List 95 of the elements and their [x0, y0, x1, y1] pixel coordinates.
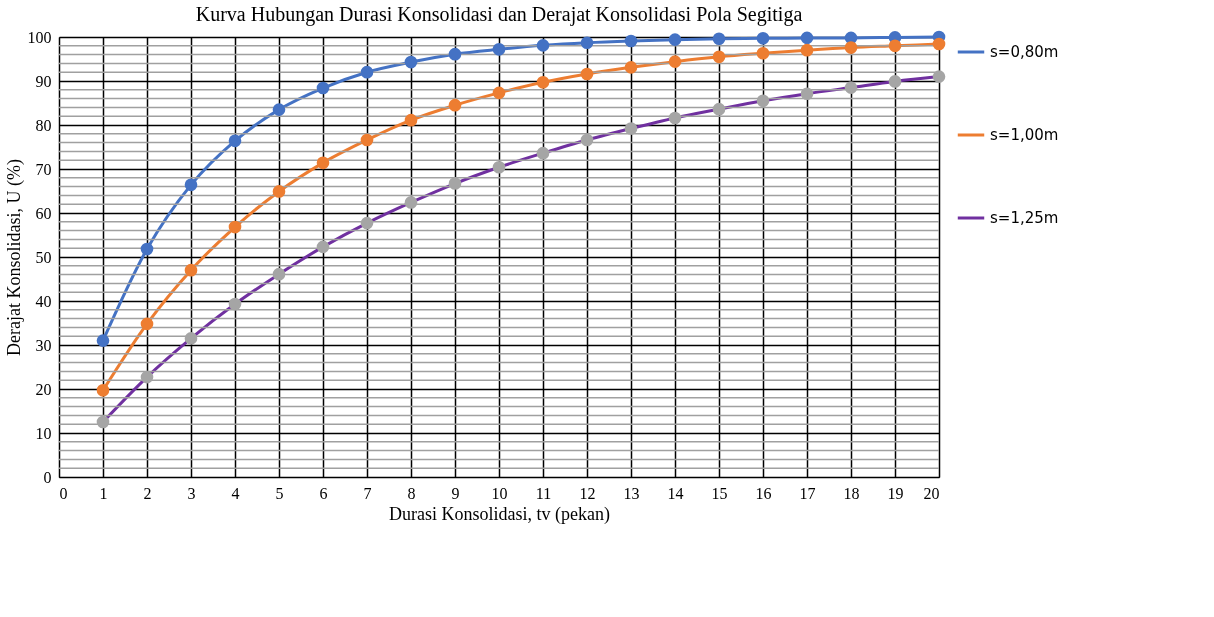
point	[404, 113, 418, 127]
x-tick-label: 7	[363, 484, 372, 502]
x-tick-label: 18	[843, 484, 860, 502]
point	[404, 55, 418, 69]
point	[492, 160, 506, 174]
point	[712, 102, 726, 116]
point	[184, 263, 198, 277]
x-tick-label: 11	[535, 484, 552, 502]
point	[492, 86, 506, 100]
point	[580, 36, 594, 50]
point	[140, 317, 154, 331]
y-tick-label: 70	[35, 160, 52, 178]
y-tick-label: 60	[35, 204, 52, 222]
x-tick-label: 15	[711, 484, 728, 502]
point	[316, 81, 330, 95]
point	[184, 178, 198, 192]
point	[96, 334, 110, 347]
legend-label: s=1,25m	[990, 209, 1059, 227]
y-tick-label: 40	[35, 292, 52, 310]
point	[228, 297, 242, 311]
point	[140, 370, 154, 384]
x-tick-label: 13	[623, 484, 640, 502]
x-tick-label: 8	[407, 484, 416, 502]
point	[272, 103, 286, 116]
point	[800, 87, 814, 101]
x-tick-label: 3	[187, 484, 196, 502]
point	[756, 94, 770, 108]
x-tick-label: 16	[755, 484, 772, 502]
point	[404, 196, 418, 209]
x-tick-label: 10	[491, 484, 508, 502]
point	[932, 70, 946, 83]
point	[888, 75, 902, 88]
point	[448, 47, 462, 61]
point	[800, 43, 814, 57]
point	[712, 32, 726, 46]
point	[888, 39, 902, 53]
legend-label: s=1,00m	[990, 126, 1059, 144]
x-tick-label: 2	[143, 484, 152, 502]
point	[272, 267, 286, 281]
x-tick-label: 19	[887, 484, 904, 502]
point	[228, 134, 242, 148]
point	[272, 185, 286, 198]
x-tick-label: 14	[667, 484, 684, 502]
x-tick-label: 20	[923, 484, 940, 502]
x-tick-label: 6	[319, 484, 328, 502]
point	[140, 242, 154, 256]
point	[756, 32, 770, 45]
y-tick-label: 20	[35, 380, 52, 398]
y-tick-label: 0	[43, 468, 52, 486]
x-tick-label: 5	[275, 484, 284, 502]
point	[448, 177, 462, 190]
x-tick-label: 12	[579, 484, 596, 502]
point	[536, 76, 550, 89]
x-tick-label: 9	[451, 484, 460, 502]
point	[624, 61, 638, 74]
x-axis-title: Durasi Konsolidasi, tv (pekan)	[389, 503, 610, 525]
point	[932, 37, 946, 51]
point	[492, 43, 506, 56]
x-tick-label: 17	[799, 484, 816, 502]
point	[668, 55, 682, 68]
point	[668, 111, 682, 125]
y-tick-label: 50	[35, 248, 52, 266]
point	[536, 146, 550, 160]
point	[712, 50, 726, 64]
chart-title: Kurva Hubungan Durasi Konsolidasi dan Derajat Konsolidasi Pola Segitiga	[195, 3, 803, 26]
point	[844, 81, 858, 94]
point	[184, 332, 198, 345]
y-tick-label: 10	[35, 424, 52, 442]
y-tick-label: 100	[27, 28, 52, 46]
point	[844, 41, 858, 54]
x-tick-label: 4	[231, 484, 240, 502]
point	[228, 220, 242, 234]
point	[800, 31, 814, 45]
point	[580, 133, 594, 147]
point	[360, 216, 374, 230]
y-tick-label: 90	[35, 72, 52, 90]
point	[96, 384, 110, 397]
point	[448, 98, 462, 112]
point	[668, 33, 682, 46]
y-tick-label: 30	[35, 336, 52, 354]
point	[316, 156, 330, 170]
point	[96, 415, 110, 429]
x-tick-label: 1	[99, 484, 108, 502]
point	[756, 46, 770, 60]
point	[624, 122, 638, 135]
y-tick-label: 80	[35, 116, 52, 134]
point	[316, 240, 330, 254]
point	[360, 65, 374, 79]
point	[536, 39, 550, 52]
point	[580, 67, 594, 81]
x-tick-label: 0	[59, 484, 68, 502]
legend-label: s=0,80m	[990, 43, 1059, 61]
point	[360, 133, 374, 147]
point	[624, 34, 638, 48]
y-axis-title: Derajat Konsolidasi, U (%)	[3, 159, 25, 356]
